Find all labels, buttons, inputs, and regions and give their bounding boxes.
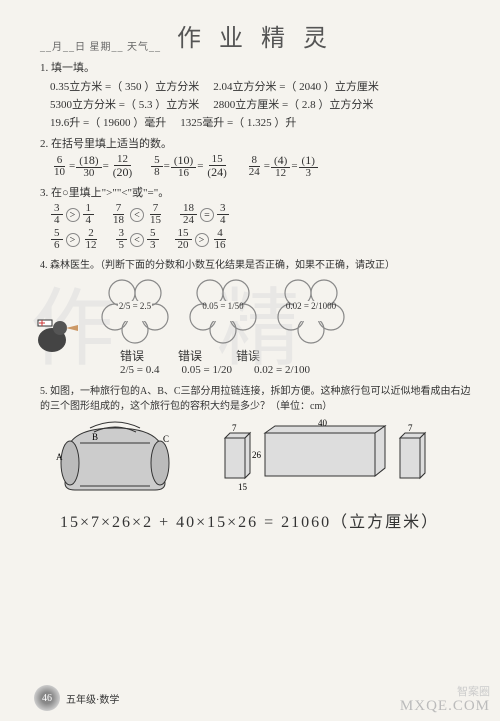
q1-items: 5300立方分米 =（ 5.3 ）立方米 2800立方厘米 =（ 2.8 ）立方…: [50, 96, 472, 112]
flower-c: 0.02 = 2/1000: [276, 275, 346, 345]
page-header: __月__日 星期__ 天气__ 作 业 精 灵: [40, 18, 472, 53]
q3-title: 3. 在○里填上">""<"或"="。: [40, 184, 472, 200]
q3-expr: 56>212: [50, 228, 101, 251]
q3-expr: 35<53: [115, 228, 160, 251]
page-number: 46: [34, 685, 60, 711]
q2-expr: 824=(4)12=(1)3: [245, 154, 319, 179]
q5-figures: A B C 7 40 7 26 15: [50, 418, 472, 498]
svg-text:A: A: [56, 452, 63, 462]
doctor-icon: [30, 310, 80, 360]
fix: 0.05 = 1/20: [182, 364, 233, 376]
flower-a: 2/5 = 2.5: [100, 275, 170, 345]
q1-title: 1. 填一填。: [40, 59, 472, 75]
date-blanks: __月__日 星期__ 天气__: [40, 38, 161, 53]
svg-text:C: C: [163, 434, 169, 444]
q5-title: 5. 如图，一种旅行包的A、B、C三部分用拉链连接，拆卸方便。这种旅行包可以近似…: [40, 382, 472, 412]
q4-title: 4. 森林医生。（判断下面的分数和小数互化结果是否正确，如果不正确，请改正）: [40, 256, 472, 271]
svg-text:7: 7: [408, 423, 413, 433]
fix: 2/5 = 0.4: [120, 364, 160, 376]
q5-answer: 15×7×26×2 + 40×15×26 = 21060（立方厘米）: [60, 508, 472, 532]
page-footer: 46 五年级·数学: [34, 685, 119, 711]
flower-row: 2/5 = 2.5 0.05 = 1/50 0.02 = 2/1000: [100, 275, 472, 345]
q1-items: 0.35立方米 =（ 350 ）立方分米 2.04立方分米 =（ 2040 ）立…: [50, 78, 472, 94]
page-title: 作 业 精 灵: [177, 18, 333, 53]
fix: 0.02 = 2/100: [254, 364, 310, 376]
q1-item: 2800立方厘米 =（ 2.8 ）立方分米: [213, 96, 373, 112]
q1-item: 1325毫升 =（ 1.325 ）升: [180, 114, 296, 130]
svg-text:40: 40: [318, 418, 328, 428]
fix-row: 2/5 = 0.4 0.05 = 1/20 0.02 = 2/100: [120, 364, 472, 376]
svg-text:15: 15: [238, 482, 248, 492]
q3-expr: 1520>416: [174, 228, 230, 251]
q2-expr: 610=(18)30=12(20): [50, 154, 136, 179]
q3-expr: 1824=34: [179, 203, 230, 226]
verdict: 错误: [178, 347, 202, 364]
q1-item: 5300立方分米 =（ 5.3 ）立方米: [50, 96, 199, 112]
watermark-brand: 智案圈: [457, 683, 490, 699]
q2-title: 2. 在括号里填上适当的数。: [40, 135, 472, 151]
flower-label: 2/5 = 2.5: [108, 301, 162, 311]
bag-icon: A B C: [50, 418, 180, 498]
q1-items: 19.6升 =（ 19600 ）毫升 1325毫升 =（ 1.325 ）升: [50, 114, 472, 130]
flower-label: 0.02 = 2/1000: [284, 301, 338, 311]
boxes-diagram: 7 40 7 26 15: [220, 418, 440, 498]
footer-label: 五年级·数学: [66, 691, 119, 706]
q1-item: 19.6升 =（ 19600 ）毫升: [50, 114, 166, 130]
watermark-url: MXQE.COM: [400, 698, 490, 715]
verdict: 错误: [236, 347, 260, 364]
q3-expr: 34>14: [50, 203, 95, 226]
verdict: 错误: [120, 347, 144, 364]
q3-row: 56>212 35<53 1520>416: [50, 228, 472, 251]
svg-text:7: 7: [232, 423, 237, 433]
q2-expr: 58=(10)16=15(24): [150, 154, 231, 179]
svg-text:26: 26: [252, 450, 262, 460]
flower-b: 0.05 = 1/50: [188, 275, 258, 345]
flower-label: 0.05 = 1/50: [196, 301, 250, 311]
q3-row: 34>14 718<715 1824=34: [50, 203, 472, 226]
q3-expr: 718<715: [109, 203, 165, 226]
q1-item: 0.35立方米 =（ 350 ）立方分米: [50, 78, 199, 94]
q1-item: 2.04立方分米 =（ 2040 ）立方厘米: [213, 78, 379, 94]
svg-text:B: B: [92, 432, 98, 442]
q2-row: 610=(18)30=12(20) 58=(10)16=15(24) 824=(…: [50, 154, 472, 179]
verdict-row: 错误 错误 错误: [120, 347, 472, 364]
